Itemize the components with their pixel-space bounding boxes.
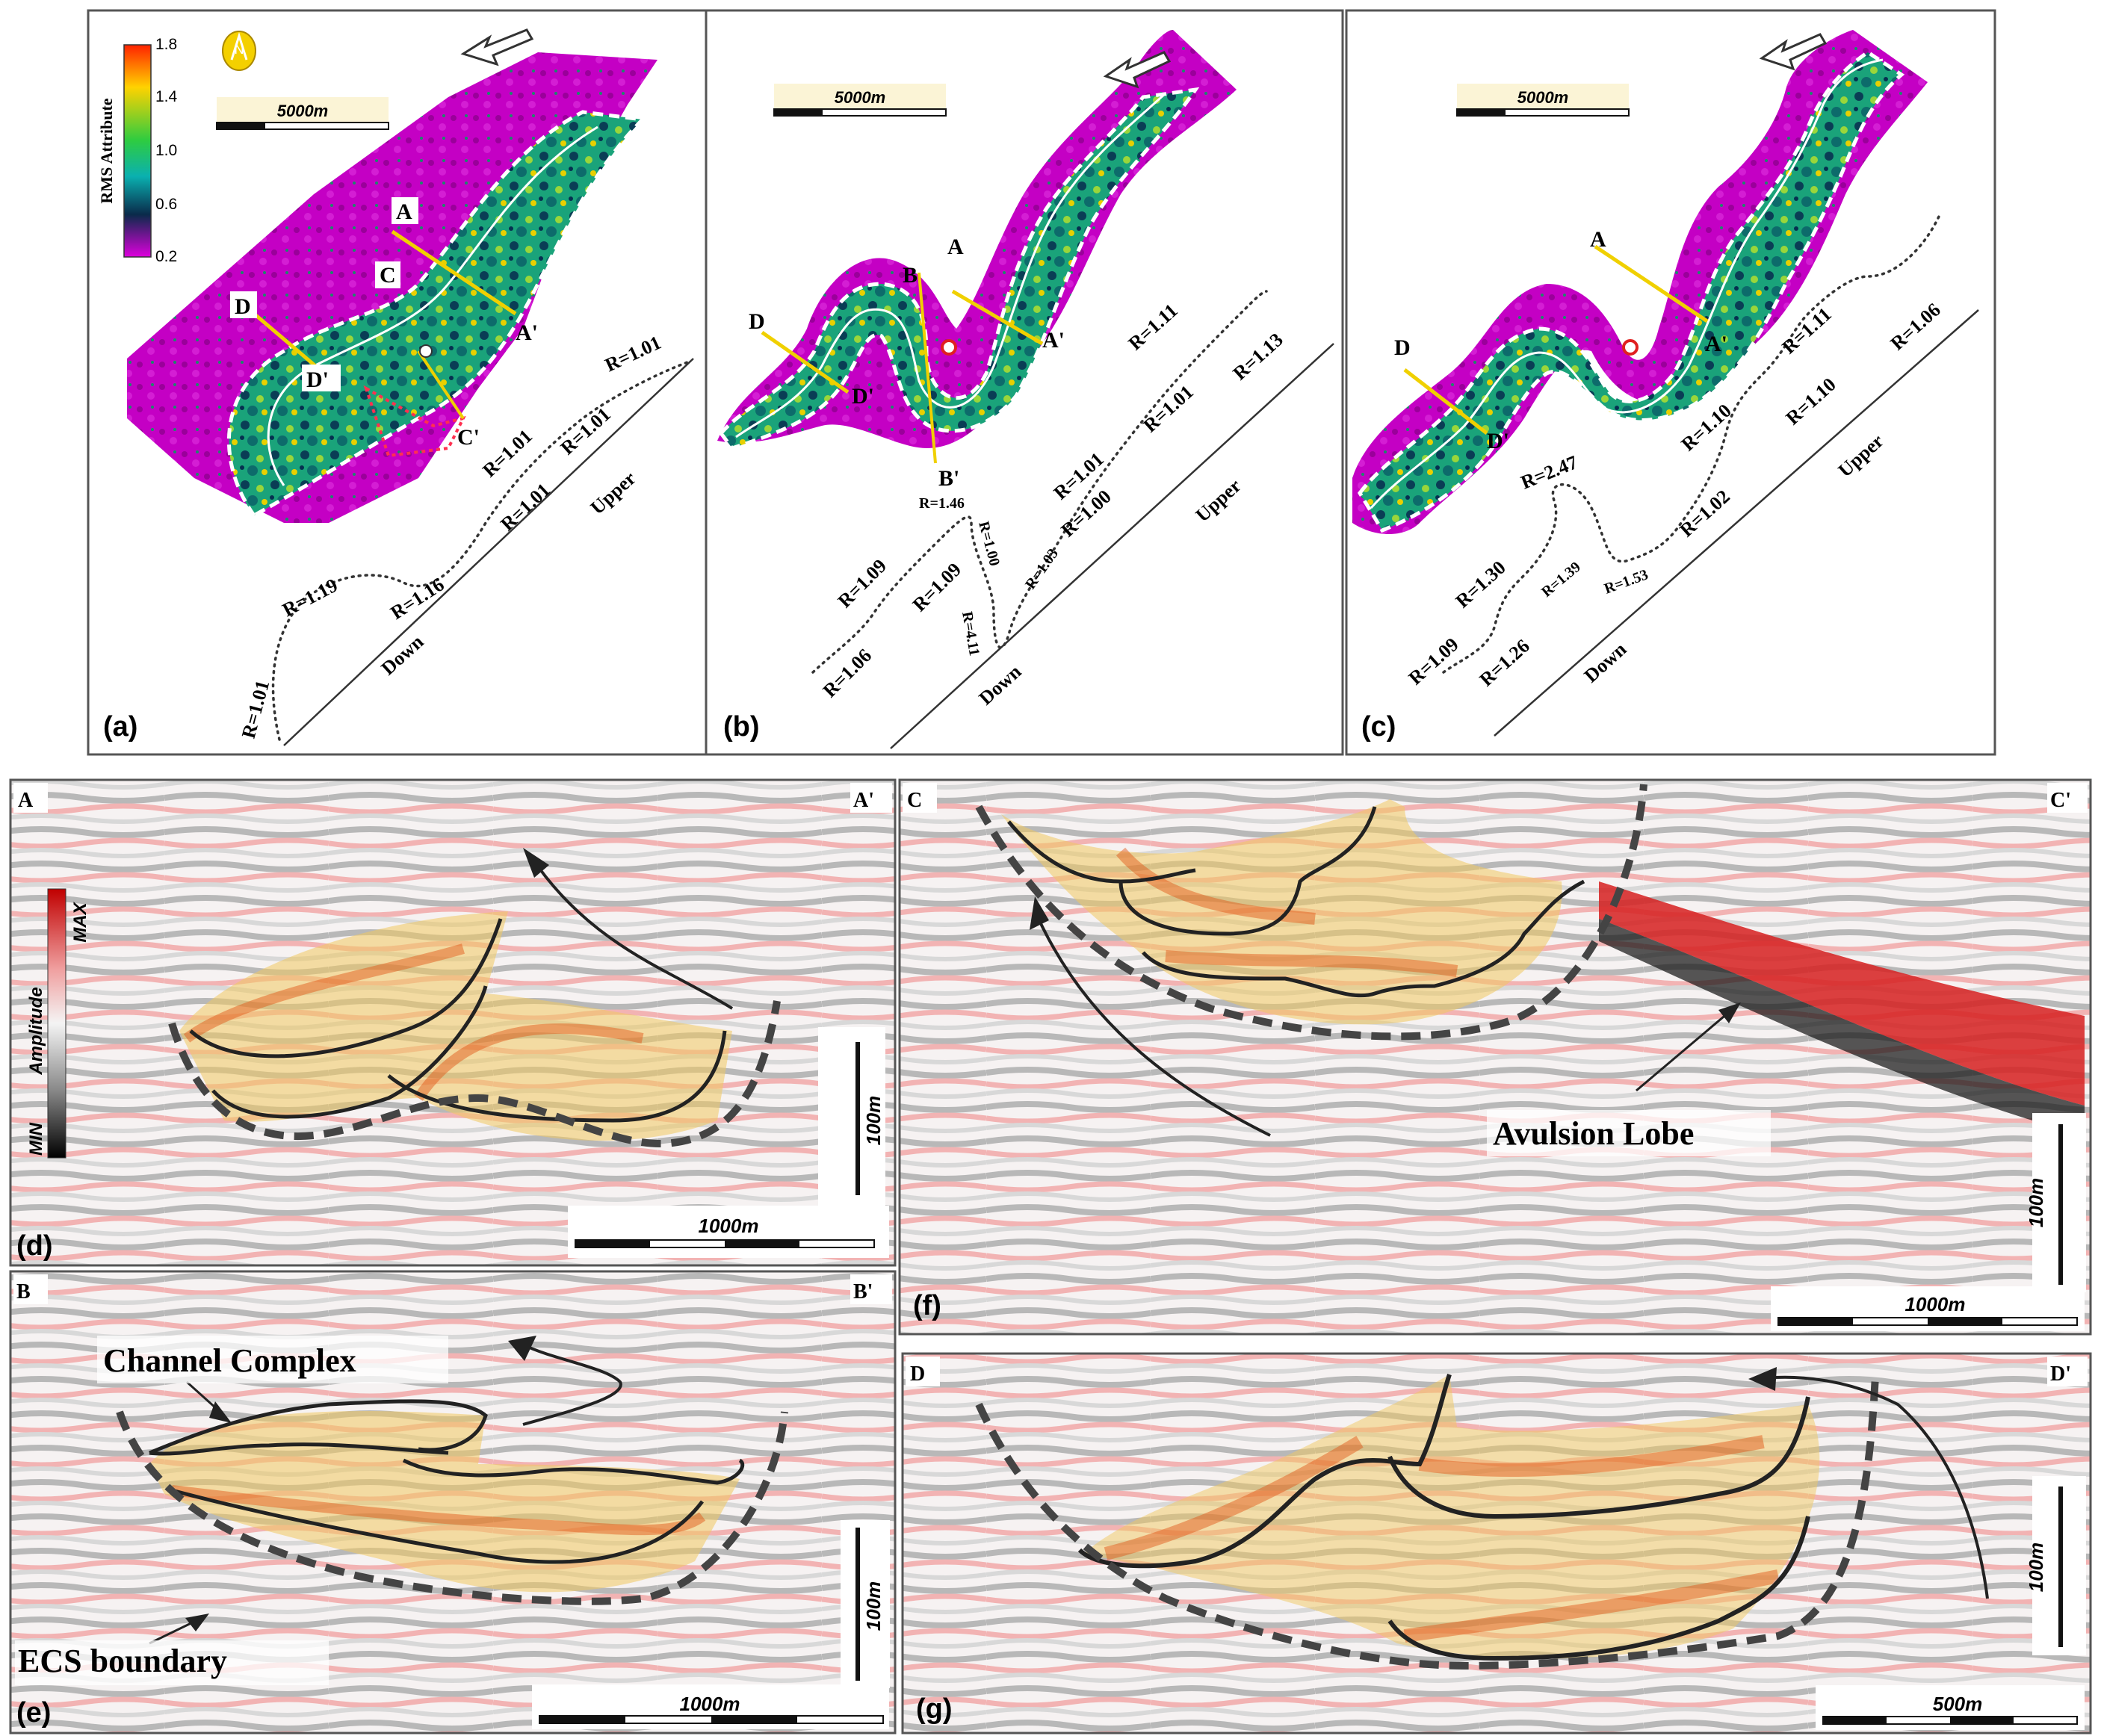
section-left-f: C — [907, 789, 922, 812]
rms-colorbar — [123, 44, 152, 258]
scale-label-c: 5000m — [1517, 88, 1569, 107]
section-label-b-B2: B' — [938, 466, 959, 491]
section-label-b-A2: A' — [1042, 328, 1065, 353]
panel-letter-f: (f) — [913, 1290, 941, 1321]
panel-a: N RMS Attribute 1.8 1.4 1.0 0.6 0.2 5000… — [87, 9, 708, 756]
section-right-f: C' — [2050, 789, 2071, 812]
ratio-b-7: R=1.46 — [919, 495, 965, 512]
section-left-g: D — [910, 1363, 925, 1386]
panel-d: Amplitude MAX MIN A A' 100m 1000m (d) — [9, 778, 897, 1267]
section-label-a-A2: A' — [516, 320, 538, 345]
colorbar-tick-4: 0.2 — [155, 248, 177, 265]
section-label-b-D2: D' — [852, 384, 874, 409]
colorbar-title: RMS Attribute — [97, 98, 116, 203]
hscale-f: 1000m — [1905, 1293, 1966, 1315]
amplitude-label: Amplitude — [26, 987, 46, 1075]
panel-g: D D' 100m 500m (g) — [901, 1352, 2092, 1735]
flow-arrow-icon — [1103, 51, 1172, 89]
section-left-d: A — [18, 789, 34, 812]
section-label-a-C: C — [380, 263, 396, 288]
amplitude-colorbar — [47, 888, 66, 1159]
section-label-a-A: A — [396, 199, 412, 224]
panel-b: 5000m A A' B B' D D' R=1.11 R=1.13 R=1.0… — [705, 9, 1344, 756]
panel-letter-d: (d) — [16, 1230, 53, 1262]
section-right-g: D' — [2050, 1363, 2071, 1386]
colorbar-tick-2: 1.0 — [155, 142, 177, 159]
annotation-avulsion-lobe: Avulsion Lobe — [1493, 1115, 1694, 1152]
colorbar-tick-0: 1.8 — [155, 36, 177, 53]
section-label-a-D2: D' — [306, 368, 329, 392]
panel-letter-a: (a) — [103, 711, 137, 743]
panel-letter-g: (g) — [916, 1693, 953, 1725]
section-label-b-B: B — [903, 263, 918, 288]
section-label-c-A: A — [1590, 227, 1606, 252]
section-label-c-A2: A' — [1705, 332, 1727, 356]
section-right-e: B' — [853, 1280, 873, 1303]
panel-letter-c: (c) — [1361, 711, 1396, 743]
annotation-ecs-boundary: ECS boundary — [18, 1643, 227, 1679]
vscale-f: 100m — [2025, 1178, 2047, 1228]
panel-f: Avulsion Lobe C C' 100m 1000m (f) — [898, 778, 2092, 1336]
panel-letter-e: (e) — [16, 1697, 51, 1729]
panel-c: 5000m A A' D D' R=1.11 R=1.06 R=1.10 R=1… — [1345, 9, 1996, 756]
panel-letter-b: (b) — [723, 711, 760, 743]
section-label-b-A: A — [947, 235, 964, 259]
colorbar-tick-3: 0.6 — [155, 196, 177, 213]
channel-belt-c — [1357, 49, 1905, 533]
vscale-d: 100m — [862, 1096, 885, 1146]
scale-label-b: 5000m — [835, 88, 886, 107]
amplitude-max: MAX — [70, 901, 90, 942]
section-right-d: A' — [853, 789, 874, 812]
colorbar-tick-1: 1.4 — [155, 88, 178, 105]
section-label-c-D: D — [1394, 335, 1411, 360]
scale-label-a: 5000m — [277, 102, 329, 120]
flow-arrow-icon — [1759, 33, 1828, 71]
vscale-e: 100m — [862, 1581, 885, 1631]
section-left-e: B — [16, 1280, 31, 1303]
section-label-a-D: D — [235, 294, 251, 319]
annotation-channel-complex: Channel Complex — [103, 1342, 356, 1379]
sinuosity-profile-c — [1442, 215, 1940, 674]
avulsion-lobe-shape — [1599, 881, 2085, 1106]
hscale-g: 500m — [1933, 1693, 1983, 1715]
section-label-c-D2: D' — [1487, 429, 1509, 453]
north-label: N — [235, 42, 244, 57]
vscale-g: 100m — [2025, 1543, 2047, 1593]
amplitude-min: MIN — [26, 1122, 46, 1156]
flow-arrow-icon — [460, 28, 534, 66]
sinuosity-profile-a — [271, 361, 689, 741]
hscale-e: 1000m — [680, 1693, 740, 1715]
panel-e: Channel Complex ECS boundary B B' 100m 1… — [9, 1270, 897, 1735]
north-arrow-icon — [222, 31, 256, 71]
hscale-d: 1000m — [699, 1215, 759, 1237]
section-label-b-D: D — [749, 309, 765, 334]
section-label-a-C2: C' — [457, 425, 480, 450]
